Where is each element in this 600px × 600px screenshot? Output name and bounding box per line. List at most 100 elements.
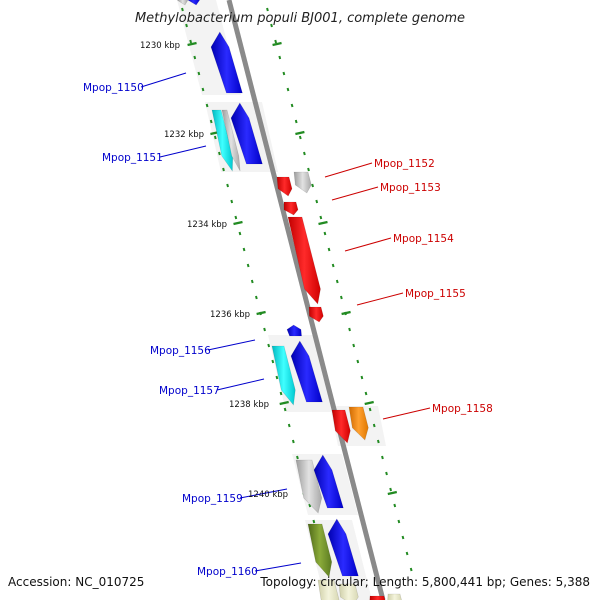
gene-arrow — [177, 0, 188, 6]
gene-label-mpop-1155[interactable]: Mpop_1155 — [405, 288, 466, 300]
map-title: Methylobacterium populi BJ001, complete … — [135, 11, 465, 26]
guide-dot — [197, 71, 201, 76]
guide-dot — [283, 407, 287, 412]
guide-dot — [352, 343, 356, 348]
gene-arrow — [293, 171, 312, 194]
kbp-label: 1238 kbp — [229, 400, 269, 410]
gene-arrow-mpop-1156 — [286, 324, 302, 337]
connector-mpop-1156 — [207, 339, 256, 351]
kbp-label: 1234 kbp — [187, 220, 227, 230]
gene-label-mpop-1156[interactable]: Mpop_1156 — [150, 345, 211, 357]
kbp-label: 1232 kbp — [164, 130, 204, 140]
gene-arrow-mpop-1158 — [331, 409, 351, 444]
guide-dot — [307, 167, 310, 172]
guide-dot — [193, 55, 197, 60]
gene-label-mpop-1158[interactable]: Mpop_1158 — [432, 403, 493, 415]
guide-dot — [267, 343, 271, 348]
gene-label-mpop-1152[interactable]: Mpop_1152 — [374, 158, 435, 170]
kbp-labels: 1230 kbp 1232 kbp 1234 kbp 1236 kbp 1238… — [140, 41, 288, 500]
guide-dot — [282, 71, 286, 76]
gene-arrow — [317, 579, 340, 600]
guide-dot — [201, 87, 205, 92]
guide-dot — [181, 7, 184, 12]
kbp-tick — [256, 310, 266, 316]
gene-arrow-mpop-1155 — [308, 306, 324, 323]
guide-dot — [397, 519, 401, 524]
guide-dot — [323, 231, 327, 236]
guide-dot — [205, 103, 209, 108]
kbp-tick — [295, 130, 305, 136]
gene-arrow — [387, 593, 402, 600]
kbp-tick — [364, 400, 374, 406]
gene-arrow-mpop-1157 — [271, 345, 296, 406]
guide-dot — [263, 327, 266, 332]
gene-label-mpop-1154[interactable]: Mpop_1154 — [393, 233, 454, 245]
guide-dot — [303, 151, 306, 156]
guide-dot — [360, 375, 364, 380]
guide-dot — [368, 407, 372, 412]
connector-mpop-1155 — [356, 292, 404, 306]
gene-labels-left: Mpop_1150 Mpop_1151 Mpop_1156 Mpop_1157 … — [83, 82, 258, 578]
accession-text: Accession: NC_010725 — [8, 575, 144, 589]
kbp-tick — [279, 400, 289, 406]
guide-dot — [246, 263, 250, 268]
gene-label-mpop-1157[interactable]: Mpop_1157 — [159, 385, 220, 397]
guide-dot — [266, 7, 269, 12]
gene-arrow-mpop-1151 — [211, 109, 234, 172]
guide-dot — [356, 359, 360, 364]
guide-dot — [348, 327, 351, 332]
topology-summary-text: Topology: circular; Length: 5,800,441 bp… — [259, 575, 590, 589]
gene-label-mpop-1151[interactable]: Mpop_1151 — [102, 152, 163, 164]
gene-arrow-mpop-1159 — [313, 454, 344, 509]
gene-arrow — [348, 406, 369, 441]
gene-arrow — [230, 102, 263, 165]
guide-dot — [296, 455, 299, 460]
guide-dot — [222, 167, 225, 172]
guide-dot — [242, 247, 246, 252]
kbp-label: 1236 kbp — [210, 310, 250, 320]
guide-dot — [278, 55, 282, 60]
gene-arrow-mpop-1153 — [283, 201, 299, 216]
guide-dot — [319, 215, 323, 220]
gene-arrow-mpop-1150 — [210, 31, 243, 94]
guide-dot — [185, 23, 188, 28]
guide-dot — [291, 439, 295, 444]
kbp-tick — [272, 41, 282, 47]
connector-mpop-1150 — [140, 72, 187, 88]
guide-dot — [311, 183, 314, 188]
gene-arrow — [221, 109, 241, 172]
guide-dot — [279, 391, 283, 396]
guide-dot — [290, 103, 294, 108]
gene-arrow-mpop-1160 — [307, 523, 333, 578]
gene-label-mpop-1153[interactable]: Mpop_1153 — [380, 182, 441, 194]
guide-dot — [315, 199, 319, 204]
gene-arrow — [369, 595, 386, 600]
gene-arrow-mpop-1154 — [287, 216, 321, 305]
connector-mpop-1158 — [382, 407, 431, 420]
gene-label-mpop-1150[interactable]: Mpop_1150 — [83, 82, 144, 94]
connector-mpop-1160 — [254, 562, 302, 572]
gene-label-mpop-1159[interactable]: Mpop_1159 — [182, 493, 243, 505]
guide-dot — [372, 423, 376, 428]
guide-dot — [274, 39, 278, 44]
guide-dot — [381, 455, 384, 460]
guide-dot — [327, 247, 331, 252]
guide-dot — [393, 503, 397, 508]
kbp-label: 1230 kbp — [140, 41, 180, 51]
guide-dot — [409, 567, 413, 572]
guide-dot — [335, 279, 339, 284]
gene-arrow — [290, 340, 323, 403]
connector-mpop-1154 — [344, 237, 392, 252]
kbp-tick — [318, 220, 328, 226]
guide-dot — [234, 215, 238, 220]
connector-mpop-1151 — [159, 145, 207, 158]
guide-dot — [287, 423, 291, 428]
kbp-label: 1240 kbp — [248, 490, 288, 500]
guide-dot — [213, 135, 217, 140]
gene-arrow — [327, 518, 359, 577]
guide-dot — [270, 23, 273, 28]
gene-labels-right: Mpop_1152 Mpop_1153 Mpop_1154 Mpop_1155 … — [374, 158, 493, 415]
gene-label-mpop-1160[interactable]: Mpop_1160 — [197, 566, 258, 578]
guide-dot — [294, 119, 298, 124]
